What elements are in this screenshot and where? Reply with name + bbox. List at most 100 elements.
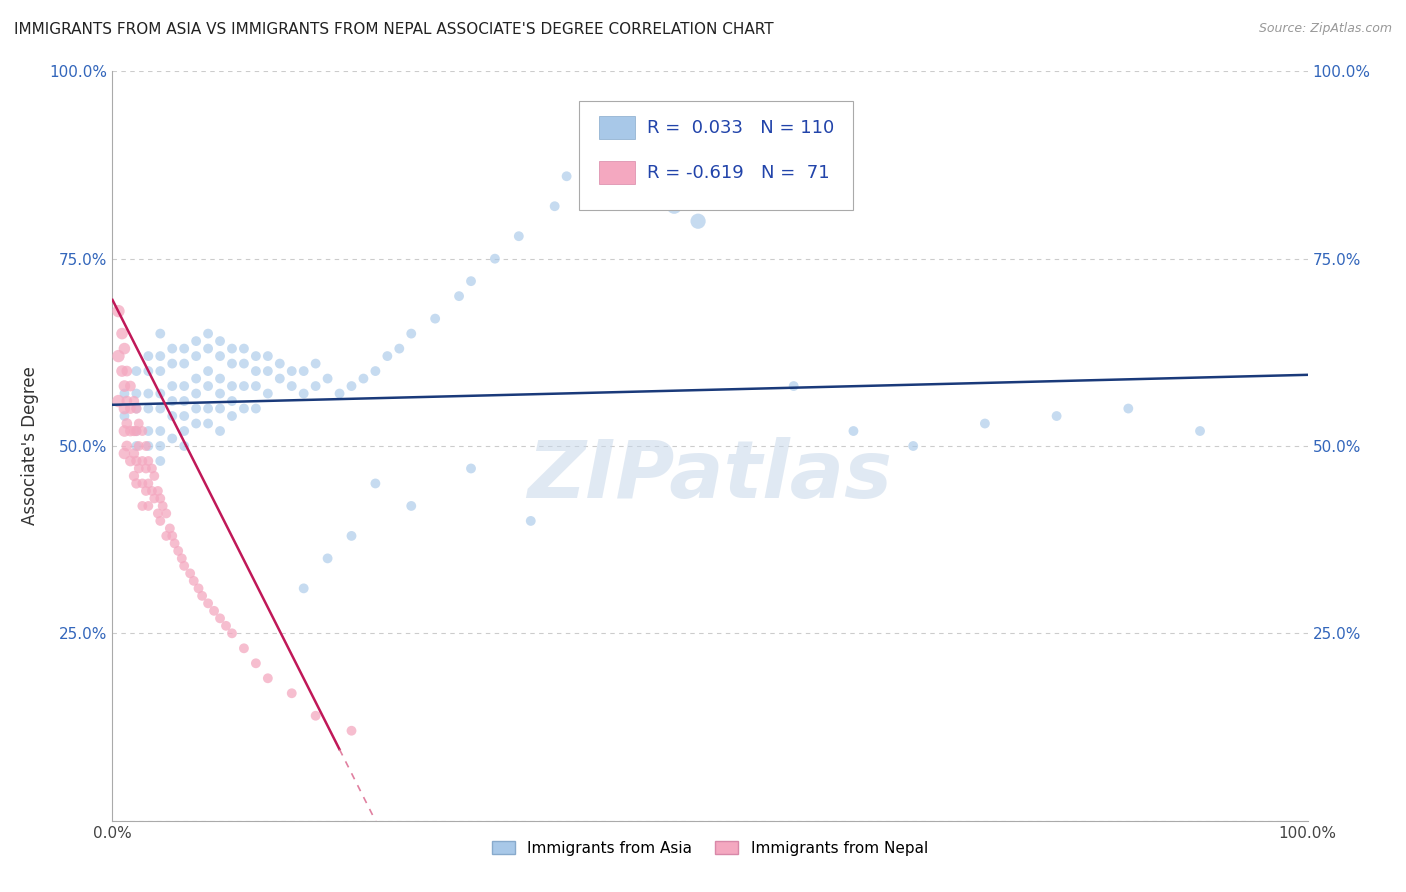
- Point: [120, 401, 142, 416]
- Point: [173, 409, 195, 423]
- Point: [146, 483, 169, 498]
- Point: [131, 499, 153, 513]
- Point: [114, 401, 135, 416]
- Point: [155, 507, 177, 521]
- Point: [735, 169, 758, 184]
- Point: [221, 394, 243, 409]
- Point: [114, 379, 135, 393]
- Point: [149, 401, 172, 416]
- Point: [281, 379, 304, 393]
- Point: [163, 536, 186, 550]
- Point: [627, 139, 650, 153]
- Point: [149, 386, 172, 401]
- Point: [138, 439, 160, 453]
- Point: [131, 476, 153, 491]
- Point: [159, 521, 181, 535]
- Point: [401, 499, 423, 513]
- Point: [115, 417, 138, 431]
- Point: [162, 357, 183, 371]
- Point: [425, 311, 447, 326]
- Point: [305, 708, 328, 723]
- Point: [305, 357, 328, 371]
- Point: [162, 394, 183, 409]
- Point: [221, 409, 243, 423]
- Point: [107, 304, 129, 318]
- Point: [146, 507, 169, 521]
- Point: [269, 371, 291, 385]
- Point: [186, 371, 208, 385]
- Point: [842, 424, 865, 438]
- Point: [197, 596, 219, 610]
- Point: [122, 394, 145, 409]
- Point: [125, 454, 148, 468]
- Point: [257, 349, 280, 363]
- Text: Source: ZipAtlas.com: Source: ZipAtlas.com: [1258, 22, 1392, 36]
- Point: [187, 582, 209, 596]
- Point: [138, 424, 160, 438]
- Point: [120, 379, 142, 393]
- Point: [543, 199, 565, 213]
- Point: [141, 483, 163, 498]
- Point: [183, 574, 205, 588]
- Point: [197, 417, 219, 431]
- Point: [162, 409, 183, 423]
- Point: [125, 364, 148, 378]
- Point: [135, 483, 157, 498]
- Point: [233, 641, 256, 656]
- Point: [162, 342, 183, 356]
- Point: [115, 439, 138, 453]
- Point: [364, 364, 387, 378]
- Point: [115, 394, 138, 409]
- Point: [138, 349, 160, 363]
- Point: [122, 424, 145, 438]
- Point: [114, 424, 135, 438]
- Point: [114, 386, 135, 401]
- Point: [122, 469, 145, 483]
- Point: [173, 379, 195, 393]
- Point: [197, 342, 219, 356]
- Text: ZIPatlas: ZIPatlas: [527, 437, 893, 515]
- Point: [401, 326, 423, 341]
- Point: [1118, 401, 1140, 416]
- Point: [120, 454, 142, 468]
- Point: [209, 386, 232, 401]
- Point: [186, 349, 208, 363]
- Point: [209, 401, 232, 416]
- Point: [131, 454, 153, 468]
- Point: [1189, 424, 1212, 438]
- Point: [460, 274, 482, 288]
- Point: [233, 342, 256, 356]
- Point: [520, 514, 543, 528]
- Point: [173, 439, 195, 453]
- Point: [162, 529, 183, 543]
- Point: [173, 558, 195, 573]
- Point: [292, 364, 315, 378]
- Point: [107, 394, 129, 409]
- FancyBboxPatch shape: [579, 102, 853, 210]
- Point: [197, 364, 219, 378]
- Point: [603, 154, 626, 169]
- Point: [292, 386, 315, 401]
- Point: [197, 401, 219, 416]
- Point: [114, 342, 135, 356]
- Point: [508, 229, 530, 244]
- Point: [245, 364, 267, 378]
- Point: [340, 723, 363, 738]
- Point: [186, 417, 208, 431]
- Point: [245, 657, 267, 671]
- Point: [122, 446, 145, 460]
- Point: [173, 394, 195, 409]
- Point: [149, 439, 172, 453]
- Point: [149, 326, 172, 341]
- Point: [377, 349, 399, 363]
- Point: [111, 326, 134, 341]
- Point: [974, 417, 997, 431]
- Point: [221, 626, 243, 640]
- Bar: [599, 161, 634, 184]
- Point: [186, 334, 208, 348]
- Point: [209, 371, 232, 385]
- Point: [179, 566, 201, 581]
- Text: R =  0.033   N = 110: R = 0.033 N = 110: [647, 119, 834, 136]
- Point: [209, 334, 232, 348]
- Point: [138, 476, 160, 491]
